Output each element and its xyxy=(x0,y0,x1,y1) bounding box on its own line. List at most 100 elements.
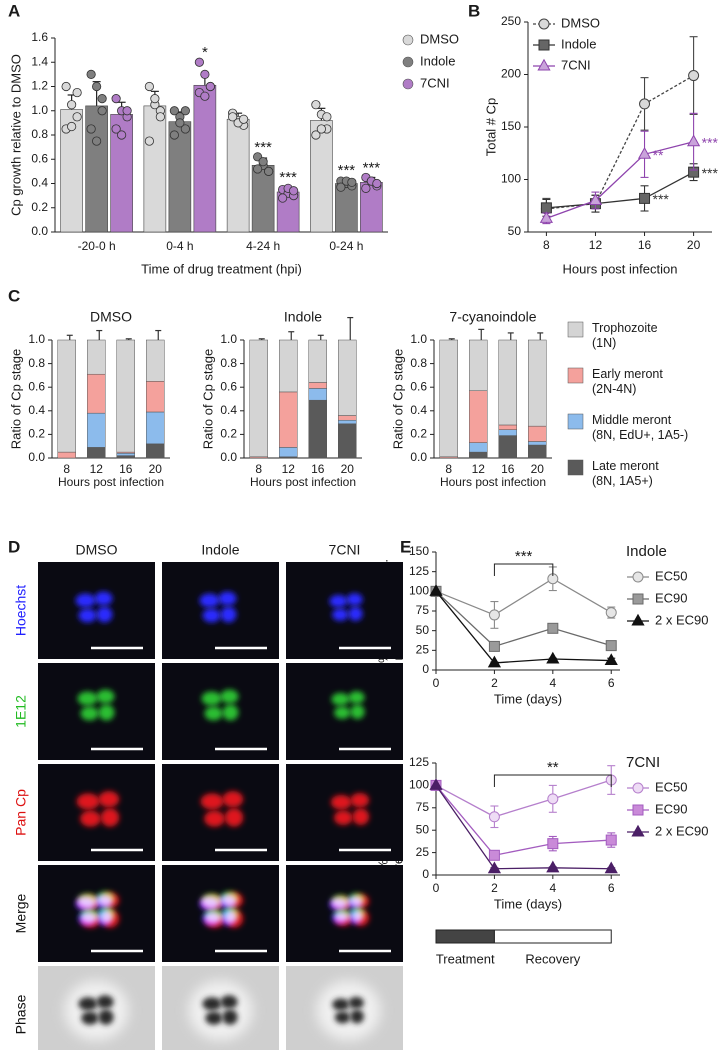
signal-blob xyxy=(348,606,363,621)
data-point xyxy=(604,653,618,666)
x-tick-label: 8 xyxy=(445,462,452,476)
x-tick-label: 16 xyxy=(119,462,133,476)
x-axis-label: Hours post infection xyxy=(440,475,546,489)
data-line xyxy=(435,784,612,857)
x-tick-label: 20 xyxy=(531,462,545,476)
error-bar xyxy=(288,331,295,340)
data-point xyxy=(194,57,204,67)
significance: *** xyxy=(653,191,670,207)
signal-blob xyxy=(352,808,370,826)
signal-blob xyxy=(218,591,237,606)
x-tick-label: 20 xyxy=(687,238,701,252)
legend-marker xyxy=(632,782,644,794)
signal-blob xyxy=(98,704,115,721)
bar-segment xyxy=(528,444,547,459)
y-tick-label: 0.0 xyxy=(28,450,45,464)
signal-blob xyxy=(81,1011,99,1025)
data-point xyxy=(605,834,617,846)
x-tick-label: 2 xyxy=(491,676,498,690)
micrograph xyxy=(38,764,155,861)
data-point xyxy=(169,106,179,116)
significance: *** xyxy=(338,162,356,179)
micrograph xyxy=(38,865,155,962)
data-point xyxy=(347,177,357,187)
y-tick-label: 0.0 xyxy=(220,450,237,464)
data-point xyxy=(150,94,160,104)
x-tick-label: 0-24 h xyxy=(329,239,363,253)
x-axis-label: Hours post infection xyxy=(58,475,164,489)
error-bar xyxy=(478,328,485,340)
significance-bracket xyxy=(493,774,612,787)
data-point xyxy=(639,192,651,204)
y-axis-label: Total # Cp xyxy=(483,98,498,157)
bar xyxy=(193,84,217,233)
bar-segment xyxy=(146,411,165,445)
data-point xyxy=(546,860,560,873)
x-tick-label: 4-24 h xyxy=(246,239,280,253)
data-point xyxy=(429,584,443,596)
signal-blob xyxy=(80,706,99,721)
data-point xyxy=(488,640,500,652)
halo xyxy=(188,980,253,1041)
bar-segment xyxy=(528,339,547,427)
data-point xyxy=(86,69,96,79)
data-point xyxy=(67,121,77,132)
x-tick-label: 8 xyxy=(543,238,550,252)
signal-blob xyxy=(98,1009,114,1025)
signal-blob xyxy=(100,909,120,928)
y-tick-label: 0.4 xyxy=(220,403,237,417)
y-tick-label: 0.4 xyxy=(410,403,427,417)
y-tick-label: 100 xyxy=(409,778,429,792)
y-tick-label: 0.0 xyxy=(410,450,427,464)
signal-blob xyxy=(100,808,120,827)
y-tick-label: 100 xyxy=(501,172,521,186)
y-tick-label: 1.0 xyxy=(410,332,427,346)
y-axis-label: Ratio of Cp stage xyxy=(8,349,23,449)
legend-swatch xyxy=(567,367,584,384)
data-point xyxy=(372,178,382,189)
data-point xyxy=(111,124,121,134)
signal-blob xyxy=(80,810,101,827)
data-line xyxy=(546,171,694,209)
y-tick-label: 0.2 xyxy=(410,427,427,441)
x-tick-label: 0 xyxy=(433,676,440,690)
data-point xyxy=(336,182,346,192)
bar-segment xyxy=(469,390,488,443)
panel-letter: D xyxy=(8,537,20,556)
error-bar xyxy=(66,334,73,340)
data-point xyxy=(86,124,96,134)
signal-blob xyxy=(200,793,224,810)
y-tick-label: 0.0 xyxy=(31,224,48,238)
y-tick-label: 50 xyxy=(508,224,522,238)
legend-label: EC90 xyxy=(655,801,688,816)
bar-segment xyxy=(146,339,165,382)
signal-blob xyxy=(96,606,113,623)
signal-blob xyxy=(332,608,349,621)
y-tick-label: 0.8 xyxy=(28,356,45,370)
signal-blob xyxy=(199,593,220,608)
data-line xyxy=(435,779,612,818)
y-tick-label: 50 xyxy=(416,822,430,836)
significance: *** xyxy=(515,548,533,565)
data-point xyxy=(175,118,185,128)
significance: *** xyxy=(279,169,297,186)
y-tick-label: 125 xyxy=(409,755,429,769)
y-tick-label: 1.0 xyxy=(220,332,237,346)
signal-blob xyxy=(202,997,222,1011)
bar-segment xyxy=(87,447,106,459)
signal-blob xyxy=(96,995,114,1009)
y-tick-label: 1.0 xyxy=(28,332,45,346)
x-tick-label: 16 xyxy=(311,462,325,476)
y-axis-label: Cp growth relative to DMSO xyxy=(8,54,23,216)
group-title: DMSO xyxy=(90,309,132,325)
data-point xyxy=(97,94,107,104)
bar-segment xyxy=(116,453,135,456)
column-header: DMSO xyxy=(76,542,118,558)
micrograph xyxy=(162,663,279,760)
legend-marker xyxy=(402,34,414,46)
panel-letter: B xyxy=(468,1,480,20)
data-point xyxy=(316,124,326,134)
column-header: 7CNI xyxy=(329,542,361,558)
signal-blob xyxy=(76,793,100,810)
